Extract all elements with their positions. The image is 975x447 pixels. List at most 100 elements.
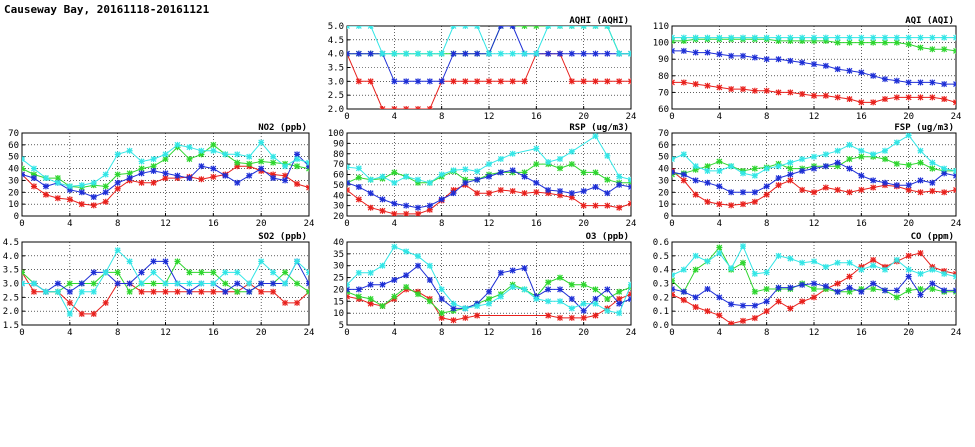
data-point [198, 147, 205, 154]
data-point [66, 299, 73, 306]
data-point [557, 274, 563, 281]
data-point [403, 78, 410, 85]
data-point [846, 34, 853, 41]
data-point [415, 253, 421, 260]
data-point [246, 280, 253, 287]
x-tick-label: 16 [856, 219, 867, 229]
data-point [680, 266, 687, 273]
data-point [379, 207, 386, 214]
data-point [162, 175, 169, 182]
y-tick-label: 0.6 [653, 238, 669, 248]
data-point [905, 287, 912, 294]
y-tick-label: 60 [333, 171, 344, 181]
x-tick-label: 8 [764, 112, 769, 122]
data-point [882, 287, 888, 294]
data-point [403, 173, 410, 180]
data-point [306, 280, 309, 287]
y-tick-label: 25 [333, 274, 344, 284]
data-point [728, 320, 735, 325]
data-point [174, 172, 181, 179]
data-point [462, 314, 469, 321]
x-tick-label: 12 [809, 219, 820, 229]
data-point [740, 34, 746, 41]
data-point [474, 190, 481, 197]
data-point [941, 96, 948, 103]
data-point [162, 280, 169, 287]
data-point [905, 266, 912, 273]
data-point [355, 78, 362, 85]
data-point [186, 269, 193, 276]
data-point [246, 153, 253, 160]
data-point [834, 186, 841, 193]
data-point [114, 171, 121, 178]
data-point [799, 34, 806, 41]
data-point [882, 266, 888, 273]
x-tick-label: 16 [856, 112, 867, 122]
data-point [114, 151, 121, 158]
aqi-chart: 0 4 8 12 16 20 24 60 70 80 90 100 110 AQI (AQI) [653, 16, 962, 122]
x-tick-label: 8 [115, 219, 120, 229]
data-point [716, 250, 723, 257]
data-point [616, 78, 623, 85]
data-point [882, 96, 888, 103]
data-point [367, 176, 374, 183]
data-point [858, 288, 865, 295]
series-red [22, 269, 309, 317]
y-tick-label: 3.5 [3, 266, 19, 276]
data-point [347, 26, 350, 29]
data-point [403, 210, 410, 216]
data-point [450, 167, 457, 174]
data-point [114, 247, 121, 254]
data-point [716, 294, 723, 301]
data-point [592, 300, 599, 307]
data-point [704, 82, 711, 89]
data-point [692, 81, 699, 88]
series-cyan [672, 34, 956, 41]
data-point [138, 280, 145, 287]
data-point [90, 280, 97, 287]
data-point [787, 284, 794, 291]
data-point [509, 267, 516, 274]
y-tick-label: 30 [333, 202, 344, 212]
data-point [704, 198, 711, 205]
y-tick-label: 4.5 [328, 36, 344, 46]
data-point [917, 189, 924, 196]
data-point [162, 151, 169, 158]
data-point [953, 167, 956, 174]
data-point [174, 258, 181, 265]
series-blue [347, 167, 631, 211]
data-point [716, 201, 723, 208]
data-point [521, 190, 528, 197]
data-point [557, 192, 563, 199]
data-point [450, 78, 457, 85]
data-point [210, 280, 217, 287]
data-point [391, 169, 398, 176]
data-point [258, 158, 265, 165]
data-point [102, 171, 109, 178]
data-point [270, 171, 277, 178]
data-point [616, 288, 623, 295]
data-point [138, 288, 145, 295]
aqhi-title: AQHI (AQHI) [569, 16, 629, 26]
y-tick-label: 35 [333, 250, 344, 260]
y-tick-label: 20 [333, 212, 344, 222]
data-point [426, 298, 433, 305]
data-point [941, 189, 948, 196]
y-tick-label: 0.3 [653, 280, 669, 290]
co-title: CO (ppm) [911, 232, 954, 242]
data-point [728, 52, 735, 59]
data-point [150, 179, 157, 186]
data-point [799, 37, 806, 44]
y-tick-label: 0.1 [653, 307, 669, 317]
data-point [692, 49, 699, 56]
data-point [704, 34, 711, 41]
data-point [210, 141, 217, 148]
series-green [347, 274, 631, 317]
data-point [716, 312, 723, 319]
data-point [751, 34, 758, 41]
x-tick-label: 12 [160, 219, 171, 229]
data-point [426, 179, 433, 186]
y-tick-label: 20 [333, 285, 344, 295]
x-tick-label: 16 [531, 112, 542, 122]
